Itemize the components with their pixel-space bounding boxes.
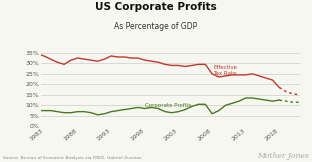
Text: US Corporate Profits: US Corporate Profits bbox=[95, 2, 217, 12]
Text: Mother Jones: Mother Jones bbox=[257, 152, 309, 160]
Text: Source: Bureau of Economic Analysis via FRED, Gabriel Zucman: Source: Bureau of Economic Analysis via … bbox=[3, 156, 142, 160]
Text: Effective
Tax Rate: Effective Tax Rate bbox=[213, 65, 237, 76]
Text: Corporate Profits: Corporate Profits bbox=[145, 103, 192, 108]
Text: As Percentage of GDP: As Percentage of GDP bbox=[115, 22, 197, 31]
